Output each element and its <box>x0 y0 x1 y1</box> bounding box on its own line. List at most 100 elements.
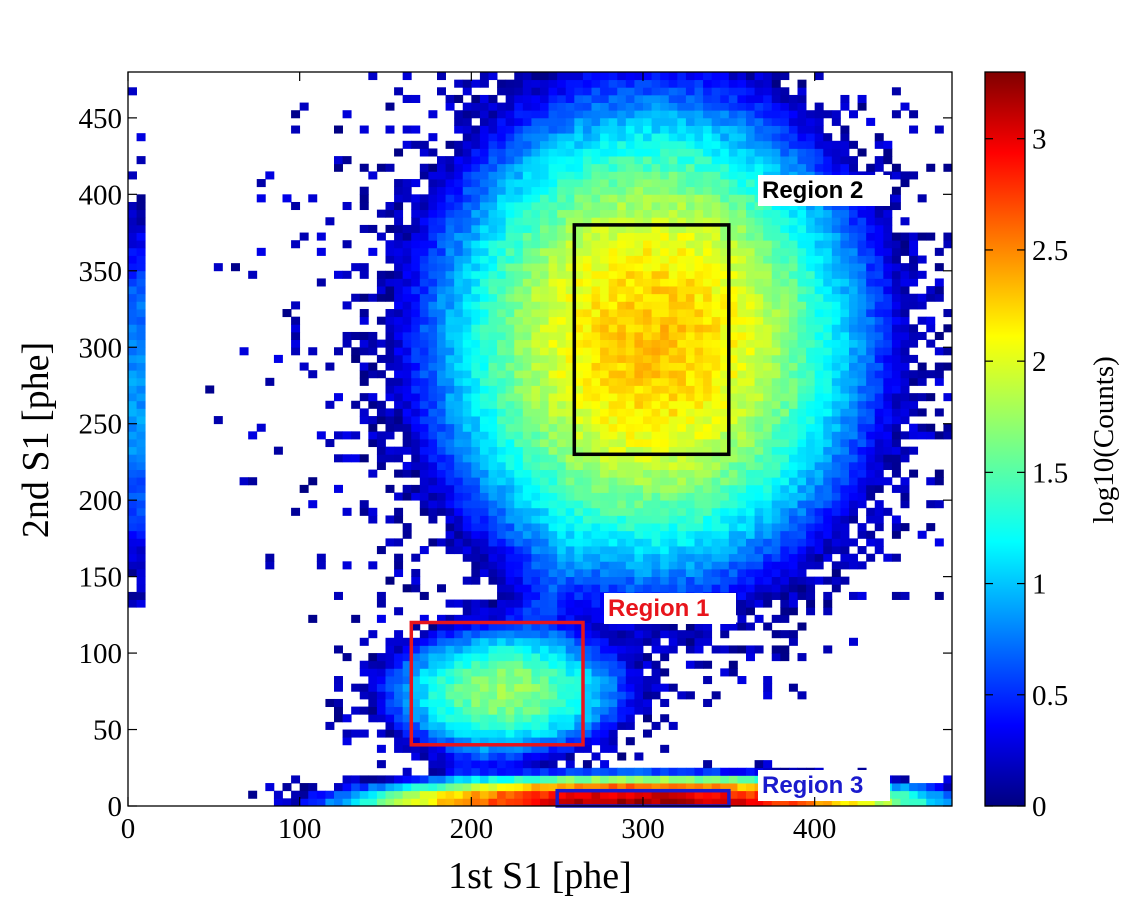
heatmap-cell <box>754 500 764 509</box>
heatmap-cell <box>522 576 532 585</box>
heatmap-cell <box>720 568 730 578</box>
heatmap-cell <box>428 698 438 708</box>
heatmap-cell <box>651 538 661 547</box>
heatmap-cell <box>728 584 738 593</box>
heatmap-cell <box>831 385 841 394</box>
heatmap-cell <box>703 630 713 639</box>
heatmap-cell <box>737 79 747 88</box>
heatmap-cell <box>617 209 627 218</box>
heatmap-cell <box>574 614 584 623</box>
heatmap-cell <box>128 347 137 356</box>
heatmap-cell <box>497 721 507 730</box>
heatmap-cell <box>849 439 858 448</box>
heatmap-cell <box>471 729 481 738</box>
heatmap-cell <box>711 278 721 287</box>
heatmap-cell <box>582 568 592 578</box>
heatmap-cell <box>454 546 464 555</box>
heatmap-cell <box>840 263 850 272</box>
heatmap-cell <box>128 309 137 318</box>
heatmap-cell <box>763 224 773 233</box>
heatmap-cell <box>479 523 489 532</box>
heatmap-cell <box>540 775 549 784</box>
heatmap-cell <box>608 523 618 532</box>
heatmap-cell <box>780 515 790 524</box>
heatmap-cell <box>806 477 816 486</box>
heatmap-cell <box>531 515 541 524</box>
heatmap-cell <box>720 102 730 111</box>
heatmap-cell <box>720 339 730 348</box>
heatmap-cell <box>471 362 481 371</box>
heatmap-cell <box>540 278 549 287</box>
heatmap-cell <box>643 775 652 784</box>
heatmap-cell <box>565 163 575 172</box>
heatmap-cell <box>368 683 378 692</box>
heatmap-cell <box>797 293 807 302</box>
heatmap-cell <box>291 507 301 516</box>
heatmap-cell <box>548 408 558 417</box>
heatmap-cell <box>668 576 678 585</box>
heatmap-cell <box>385 446 395 455</box>
heatmap-cell <box>677 454 687 463</box>
heatmap-cell <box>531 110 541 119</box>
heatmap-cell <box>797 393 807 402</box>
heatmap-cell <box>625 561 635 570</box>
heatmap-cell <box>677 278 687 287</box>
heatmap-cell <box>685 140 695 149</box>
heatmap-cell <box>488 393 498 402</box>
heatmap-cell <box>497 416 507 425</box>
heatmap-cell <box>514 691 524 700</box>
heatmap-cell <box>608 278 618 287</box>
heatmap-cell <box>454 125 464 134</box>
heatmap-cell <box>711 209 721 218</box>
heatmap-cell <box>677 553 687 562</box>
heatmap-cell <box>402 354 412 363</box>
heatmap-cell <box>505 377 515 386</box>
heatmap-cell <box>368 676 378 685</box>
heatmap-cell <box>574 698 584 708</box>
heatmap-cell <box>531 469 541 478</box>
heatmap-cell <box>754 270 764 279</box>
heatmap-cell <box>711 309 721 318</box>
heatmap-cell <box>780 653 790 662</box>
heatmap-cell <box>402 186 412 195</box>
heatmap-cell <box>720 767 730 776</box>
heatmap-cell <box>205 385 215 394</box>
heatmap-cell <box>514 469 524 478</box>
heatmap-cell <box>703 194 713 203</box>
heatmap-cell <box>505 370 515 379</box>
heatmap-cell <box>806 148 816 157</box>
heatmap-cell <box>746 263 755 272</box>
heatmap-cell <box>754 515 764 524</box>
heatmap-cell <box>780 431 790 440</box>
heatmap-cell <box>746 523 755 532</box>
heatmap-cell <box>385 668 395 677</box>
heatmap-cell <box>514 439 524 448</box>
heatmap-cell <box>600 484 610 493</box>
heatmap-cell <box>651 125 661 134</box>
heatmap-cell <box>136 324 146 333</box>
heatmap-cell <box>531 240 541 249</box>
heatmap-cell <box>668 201 678 211</box>
heatmap-cell <box>788 117 798 126</box>
heatmap-cell <box>522 385 532 394</box>
heatmap-cell <box>522 737 532 746</box>
heatmap-cell <box>582 607 592 616</box>
heatmap-cell <box>402 706 412 715</box>
heatmap-cell <box>540 530 549 539</box>
heatmap-cell <box>488 760 498 769</box>
heatmap-cell <box>703 507 713 516</box>
heatmap-cell <box>540 240 549 249</box>
heatmap-cell <box>419 591 429 600</box>
heatmap-cell <box>617 698 627 708</box>
heatmap-cell <box>591 393 601 402</box>
heatmap-cell <box>694 377 704 386</box>
heatmap-cell <box>557 125 567 134</box>
heatmap-cell <box>823 278 833 287</box>
heatmap-cell <box>720 423 730 432</box>
heatmap-cell <box>806 156 816 165</box>
heatmap-cell <box>617 714 627 723</box>
heatmap-cell <box>694 148 704 157</box>
heatmap-cell <box>445 714 455 723</box>
heatmap-cell <box>677 790 687 799</box>
heatmap-cell <box>608 553 618 562</box>
